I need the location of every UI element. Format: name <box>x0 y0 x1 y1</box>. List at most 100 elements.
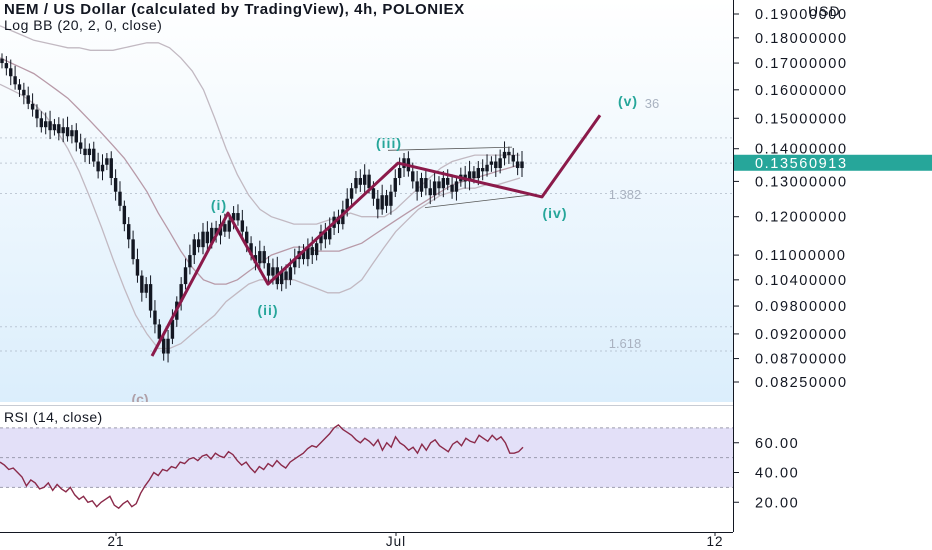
candle-body <box>266 263 271 276</box>
candle-body <box>498 158 502 169</box>
candle-body <box>367 174 371 189</box>
candle-body <box>223 224 227 232</box>
candle-body <box>446 178 450 185</box>
triangle-lower-line <box>424 194 536 209</box>
candle-body <box>284 271 288 280</box>
candle-body <box>319 231 323 244</box>
chart-title: NEM / US Dollar (calculated by TradingVi… <box>4 1 465 18</box>
candle-body <box>384 195 389 206</box>
candle-body <box>428 188 432 196</box>
wave-label-1: (i) <box>211 197 227 213</box>
candle-body <box>502 151 507 159</box>
candle-body <box>179 284 183 302</box>
candle-body <box>245 231 249 244</box>
price-tick-label: 0.17000000 <box>755 56 848 72</box>
candle-body <box>0 58 4 64</box>
candle-body <box>92 148 96 162</box>
candle-body <box>419 178 424 192</box>
bb-lower-line <box>0 83 521 350</box>
candle-body <box>70 130 74 137</box>
candle-body <box>358 178 363 185</box>
candle-body <box>511 155 515 162</box>
price-tick-label: 0.16000000 <box>755 83 848 99</box>
triangle-upper-line <box>387 146 513 151</box>
candle-body <box>249 243 253 256</box>
price-axis[interactable]: 0.19000000 0.18000000 0.17000000 0.16000000… <box>733 0 932 405</box>
candle-body <box>39 118 44 128</box>
candle-body <box>345 198 349 210</box>
candle-body <box>520 161 524 169</box>
candle-body <box>293 259 297 268</box>
candle-body <box>454 181 459 192</box>
candle-body <box>432 181 437 196</box>
price-pane[interactable]: (i) (ii) (iii) (iv) (v) (c) 1.382 1.618 36 <box>0 0 733 407</box>
current-price-badge <box>733 154 932 171</box>
candle-body <box>83 148 87 156</box>
fib-label: 36 <box>645 96 659 111</box>
fib-label: 1.382 <box>609 187 642 202</box>
candle-body <box>236 213 240 221</box>
candle-body <box>48 121 52 131</box>
candle-body <box>262 251 266 264</box>
rsi-axis[interactable]: 60.00 40.00 20.00 <box>733 405 932 532</box>
candle-body <box>371 188 376 199</box>
candle-body <box>166 338 170 354</box>
price-tick-label: 0.14000000 <box>755 142 848 158</box>
rsi-line <box>0 423 524 510</box>
candle-body <box>231 213 236 221</box>
candle-body <box>240 220 245 232</box>
price-tick-label: 0.15000000 <box>755 111 848 127</box>
rsi-tick-label: 40.00 <box>755 466 799 482</box>
candle-body <box>314 243 319 256</box>
candle-body <box>271 267 275 276</box>
candle-body <box>118 191 122 206</box>
price-tick-label: 0.13000000 <box>755 174 848 190</box>
fib-label: 1.618 <box>609 336 642 351</box>
time-tick-label: 12 <box>706 534 723 549</box>
candle-body <box>4 63 9 69</box>
candle-body <box>380 195 384 210</box>
rsi-axis-svg: 60.00 40.00 20.00 <box>733 405 799 532</box>
candle-body <box>35 109 39 119</box>
candle-body <box>258 251 262 264</box>
candle-body <box>480 168 485 172</box>
candle-body <box>437 181 441 189</box>
price-tick-label: 0.18000000 <box>755 31 848 47</box>
price-tick-label: 0.08700000 <box>755 352 848 368</box>
candle-body <box>105 158 109 165</box>
rsi-label: RSI (14, close) <box>4 409 103 425</box>
candle-body <box>376 198 380 210</box>
candle-body <box>288 267 293 280</box>
candle-body <box>87 148 92 156</box>
candle-body <box>441 178 446 189</box>
time-tick-label: Jul <box>386 534 406 549</box>
candle-body <box>65 127 70 137</box>
candle-body <box>467 171 472 182</box>
candle-body <box>74 130 78 143</box>
candle-body <box>161 338 166 354</box>
candle-body <box>30 103 35 110</box>
wave-label-4: (iv) <box>543 205 568 221</box>
time-axis[interactable]: 21 Jul 12 <box>0 532 932 550</box>
candle-body <box>397 168 402 179</box>
candle-body <box>78 142 83 149</box>
candle-body <box>140 275 144 293</box>
candle-body <box>183 267 188 285</box>
candle-body <box>144 284 148 293</box>
rsi-pane[interactable] <box>0 405 733 532</box>
candle-body <box>43 121 48 128</box>
candle-body <box>210 227 214 244</box>
candle-body <box>214 227 218 236</box>
candle-body <box>122 205 127 225</box>
price-tick-label: 0.08250000 <box>755 375 848 391</box>
candle-body <box>341 209 345 225</box>
candle-body <box>354 178 358 189</box>
candle-body <box>131 239 135 260</box>
rsi-tick-label: 60.00 <box>755 436 799 452</box>
candle-body <box>153 310 157 325</box>
price-axis-svg: 0.19000000 0.18000000 0.17000000 0.16000000… <box>733 0 932 405</box>
candle-body <box>323 231 328 240</box>
candle-body <box>349 188 354 199</box>
candle-body <box>135 259 140 276</box>
